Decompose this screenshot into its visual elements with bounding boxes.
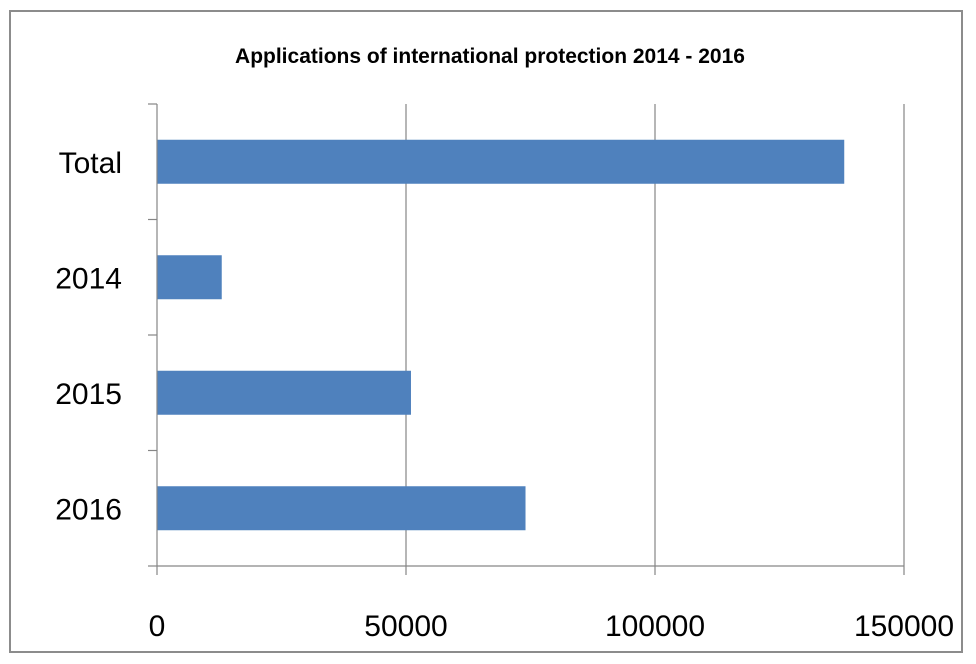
- x-tick-label-100000: 100000: [605, 610, 705, 643]
- tick-labels: Total 2014 2015 2016 0 50000 100000 150000: [55, 147, 954, 643]
- bars: [157, 139, 845, 531]
- x-tick-label-50000: 50000: [364, 610, 447, 643]
- chart-frame: [9, 10, 963, 653]
- x-tick-label-150000: 150000: [854, 610, 954, 643]
- bar-2016: [157, 486, 526, 531]
- y-tick-label-2016: 2016: [55, 493, 122, 526]
- bar-2014: [157, 255, 222, 300]
- y-tick-label-2014: 2014: [55, 262, 122, 295]
- x-tick-label-0: 0: [149, 610, 166, 643]
- bar-2015: [157, 370, 411, 415]
- axes: [148, 103, 905, 575]
- y-tick-label-total: Total: [59, 147, 122, 180]
- y-tick-label-2015: 2015: [55, 378, 122, 411]
- chart-title: Applications of international protection…: [235, 45, 745, 68]
- bar-total: [157, 139, 845, 184]
